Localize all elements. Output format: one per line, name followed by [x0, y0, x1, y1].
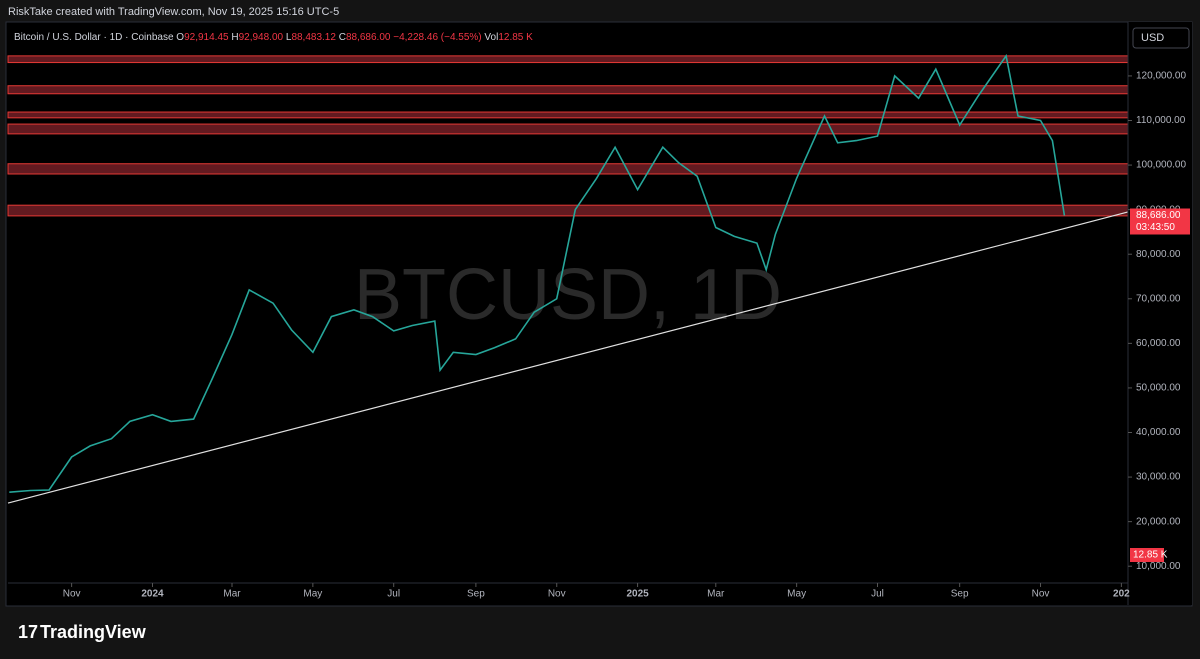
y-tick-label: 30,000.00: [1136, 472, 1181, 483]
logo-mark: 17: [18, 622, 38, 642]
brand: TradingView: [40, 622, 147, 642]
credit: RiskTake created with TradingView.com, N…: [8, 6, 339, 18]
price-line: [9, 53, 1066, 493]
symbol: Bitcoin / U.S. Dollar · 1D · Coinbase: [14, 32, 174, 43]
ohlc-value: 88,483.12: [291, 32, 336, 43]
plot: BTCUSD, 1D 10,000.00 20,000.00 30,000.00 40,…: [7, 22, 1192, 605]
y-tick-label: 110,000.00: [1136, 115, 1186, 126]
y-tick-label: 70,000.00: [1136, 293, 1181, 304]
ohlc-value: 88,686.00: [346, 32, 391, 43]
watermark: BTCUSD, 1D: [354, 255, 782, 335]
last-price: 88,686.00: [1136, 210, 1181, 221]
y-tick-label: 80,000.00: [1136, 249, 1181, 260]
y-tick-label: 40,000.00: [1136, 427, 1181, 438]
volume-key: Vol: [484, 32, 498, 43]
y-tick-label: 10,000.00: [1136, 561, 1181, 572]
resistance-zone: [7, 111, 1129, 119]
y-tick-label: 50,000.00: [1136, 383, 1181, 394]
ohlc-key: O: [176, 32, 184, 43]
x-tick-label: Nov: [548, 589, 566, 600]
change: −4,228.46 (−4.55%): [393, 32, 481, 43]
ohlc-value: 92,914.45: [184, 32, 229, 43]
x-tick-label: 2024: [141, 589, 164, 600]
y-tick-label: 20,000.00: [1136, 516, 1181, 527]
ohlc-value: 92,948.00: [239, 32, 284, 43]
trendline: [7, 211, 1129, 504]
x-tick-label: Jul: [871, 589, 884, 600]
ohlc-key: C: [339, 32, 346, 43]
countdown: 03:43:50: [1136, 222, 1175, 233]
resistance-zone: [7, 204, 1129, 217]
x-tick-label: Mar: [223, 589, 241, 600]
resistance-zone: [7, 55, 1129, 64]
x-tick-label: Sep: [467, 589, 485, 600]
resistance-zone: [7, 163, 1129, 175]
volume-tag-label: 12.85 K: [1133, 550, 1168, 561]
x-tick-label: Nov: [1032, 589, 1050, 600]
price-axis: 10,000.00 20,000.00 30,000.00 40,000.00 50,0…: [1127, 22, 1192, 605]
x-tick-label: May: [303, 589, 322, 600]
x-tick-label: May: [787, 589, 806, 600]
currency-label: USD: [1141, 32, 1164, 44]
y-tick-label: 60,000.00: [1136, 338, 1181, 349]
currency-button: [1132, 27, 1190, 49]
resistance-zone: [7, 85, 1129, 95]
x-tick-label: Jul: [387, 589, 400, 600]
y-tick-label: 100,000.00: [1136, 160, 1186, 171]
chart-panel: [5, 21, 1193, 607]
ohlc-key: H: [231, 32, 238, 43]
ohlc-key: L: [286, 32, 292, 43]
y-tick-label: 120,000.00: [1136, 71, 1186, 82]
x-tick-label: 202: [1113, 589, 1130, 600]
x-tick-label: Mar: [707, 589, 725, 600]
x-tick-label: Nov: [63, 589, 81, 600]
x-tick-label: Sep: [951, 589, 969, 600]
x-tick-label: 2025: [626, 589, 649, 600]
volume-value: 12.85 K: [498, 32, 533, 43]
price-axis-bg: [1128, 22, 1192, 605]
last-price-tag: [1130, 208, 1190, 235]
volume-tag: [1130, 548, 1164, 562]
legend: Bitcoin / U.S. Dollar · 1D · Coinbase O9…: [14, 32, 533, 43]
